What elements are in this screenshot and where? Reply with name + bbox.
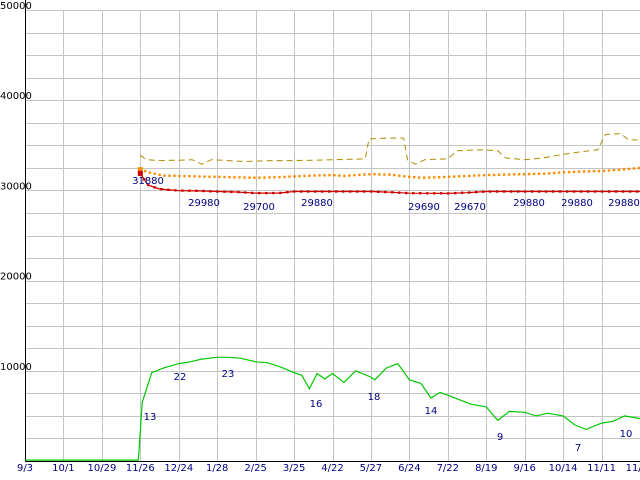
value-annotation: 29880	[561, 198, 593, 209]
value-annotation: 14	[425, 406, 438, 417]
x-tick-label: 3/25	[283, 463, 305, 474]
value-annotation: 29670	[454, 202, 486, 213]
value-annotation: 18	[368, 392, 381, 403]
value-annotation: 23	[222, 369, 235, 380]
value-annotation: 7	[575, 443, 581, 454]
value-annotation: 29700	[243, 202, 275, 213]
value-annotation: 22	[174, 372, 187, 383]
x-tick-label: 4/22	[321, 463, 343, 474]
x-tick-label: 9/16	[513, 463, 535, 474]
series-max-price	[139, 133, 640, 165]
axes	[25, 0, 640, 462]
value-annotation: 29880	[301, 198, 333, 209]
x-tick-label: 1/28	[206, 463, 228, 474]
y-tick-label: 10000	[0, 362, 32, 373]
value-annotation: 29880	[513, 198, 545, 209]
series-shop-count	[25, 356, 640, 461]
value-annotation: 29690	[408, 202, 440, 213]
value-annotation: 9	[497, 432, 503, 443]
x-tick-label: 8/19	[475, 463, 497, 474]
value-annotation: 13	[144, 412, 157, 423]
series-avg-price	[137, 166, 640, 179]
x-tick-label: 11/26	[126, 463, 155, 474]
value-annotation: 31880	[132, 176, 164, 187]
x-tick-label: 10/29	[87, 463, 116, 474]
x-tick-label: 10/1	[52, 463, 74, 474]
gridlines	[25, 10, 640, 461]
y-tick-label: 40000	[0, 91, 32, 102]
y-tick-label: 50000	[0, 1, 32, 12]
y-tick-labels: 50000 40000 30000 20000 10000	[0, 1, 32, 373]
y-tick-label: 20000	[0, 272, 32, 283]
x-tick-label: 6/24	[398, 463, 420, 474]
x-tick-label: 7/22	[437, 463, 459, 474]
value-annotation: 10	[620, 429, 633, 440]
value-annotation: 29980	[188, 198, 220, 209]
x-tick-label: 10/14	[549, 463, 578, 474]
value-annotation: 16	[310, 399, 323, 410]
x-tick-label: 9/3	[17, 463, 33, 474]
x-tick-label: 5/27	[360, 463, 382, 474]
y-tick-label: 30000	[0, 181, 32, 192]
x-tick-label: 11/11	[587, 463, 616, 474]
value-annotation: 29880	[608, 198, 640, 209]
x-tick-label: 11/18	[626, 463, 640, 474]
value-annotations: 31880 29980 29700 29880 29690 29670 29880 29880…	[132, 176, 640, 454]
x-tick-label: 2/25	[244, 463, 266, 474]
x-tick-labels: 9/3 10/1 10/29 11/26 12/24 1/28 2/25 3/25 4/22 5/…	[17, 463, 640, 474]
series-min-price	[137, 170, 640, 195]
x-tick-label: 12/24	[164, 463, 193, 474]
